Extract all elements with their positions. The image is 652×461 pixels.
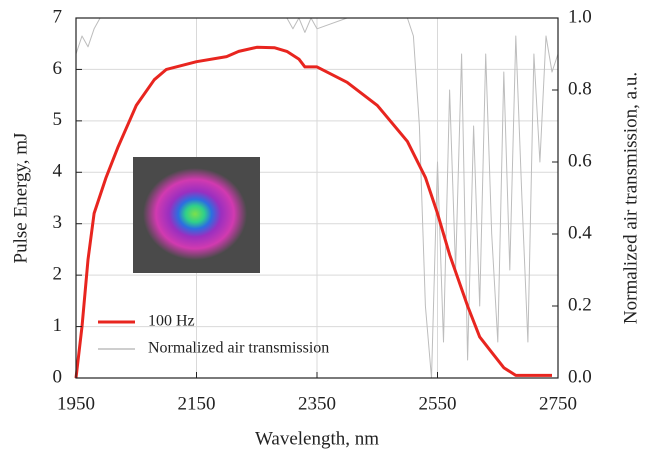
x-tick-label: 2550 — [419, 393, 457, 414]
y2-tick-label: 0.2 — [568, 294, 592, 315]
y-tick-label: 0 — [53, 366, 63, 387]
y-tick-label: 3 — [53, 212, 63, 233]
y-tick-label: 2 — [53, 264, 63, 285]
y-tick-label: 5 — [53, 109, 63, 130]
y-axis-title: Pulse Energy, mJ — [10, 133, 31, 264]
y2-tick-label: 1.0 — [568, 6, 592, 27]
x-axis-title: Wavelength, nm — [255, 428, 379, 449]
x-tick-label: 2150 — [178, 393, 216, 414]
y2-tick-label: 0.4 — [568, 222, 592, 243]
y2-tick-label: 0.6 — [568, 150, 592, 171]
y-tick-label: 6 — [53, 58, 63, 79]
y2-tick-label: 0.8 — [568, 78, 592, 99]
y2-axis-title: Normalized air transmission, a.u. — [620, 72, 641, 324]
legend-label: Normalized air transmission — [148, 340, 329, 357]
y-tick-label: 1 — [53, 315, 63, 336]
beam-profile — [143, 168, 247, 260]
y-tick-label: 4 — [53, 161, 63, 182]
x-tick-label: 1950 — [57, 393, 95, 414]
x-tick-label: 2350 — [298, 393, 336, 414]
x-tick-label: 2750 — [539, 393, 577, 414]
data-line — [74, 45, 552, 379]
y2-tick-label: 0.0 — [568, 366, 592, 387]
y-tick-label: 7 — [53, 6, 63, 27]
legend-label: 100 Hz — [148, 313, 195, 330]
